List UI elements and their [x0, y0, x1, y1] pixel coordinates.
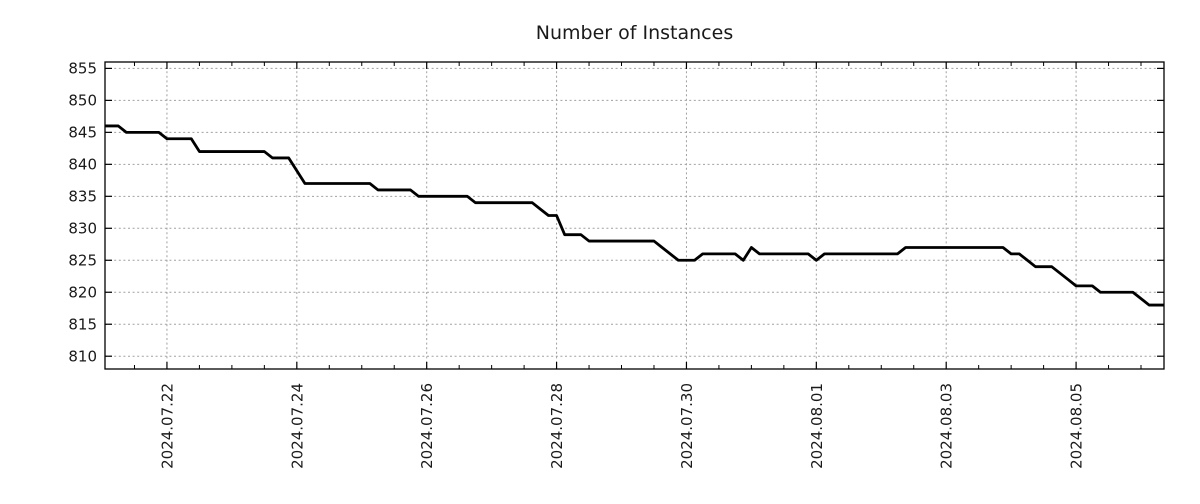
y-tick-label: 825	[68, 251, 97, 269]
series-line	[105, 124, 1164, 307]
series-layer	[105, 124, 1164, 307]
y-tick-label: 820	[68, 283, 97, 301]
grid-layer	[105, 62, 1164, 369]
y-tick-label: 810	[68, 347, 97, 365]
y-tick-label: 845	[68, 124, 97, 142]
x-tick-label: 2024.07.26	[418, 383, 436, 469]
x-tick-label: 2024.07.24	[288, 383, 306, 469]
x-tick-label: 2024.07.28	[548, 383, 566, 469]
y-tick-label: 815	[68, 315, 97, 333]
x-tick-label: 2024.08.03	[938, 383, 956, 469]
label-layer: 810 815 820 825 830 835 840 845 850 855 2024.07.22…	[68, 60, 1085, 469]
y-tick-label: 850	[68, 92, 97, 110]
x-tick-label: 2024.07.30	[678, 383, 696, 469]
y-tick-label: 840	[68, 156, 97, 174]
x-tick-label: 2024.08.01	[808, 383, 826, 469]
chart-title: Number of Instances	[536, 22, 733, 44]
x-tick-label: 2024.08.05	[1068, 383, 1086, 469]
y-tick-label: 835	[68, 188, 97, 206]
plot-border	[104, 61, 1165, 370]
y-tick-label: 855	[68, 60, 97, 78]
x-tick-label: 2024.07.22	[158, 383, 176, 469]
axis-layer	[104, 61, 1165, 370]
y-tick-label: 830	[68, 219, 97, 237]
